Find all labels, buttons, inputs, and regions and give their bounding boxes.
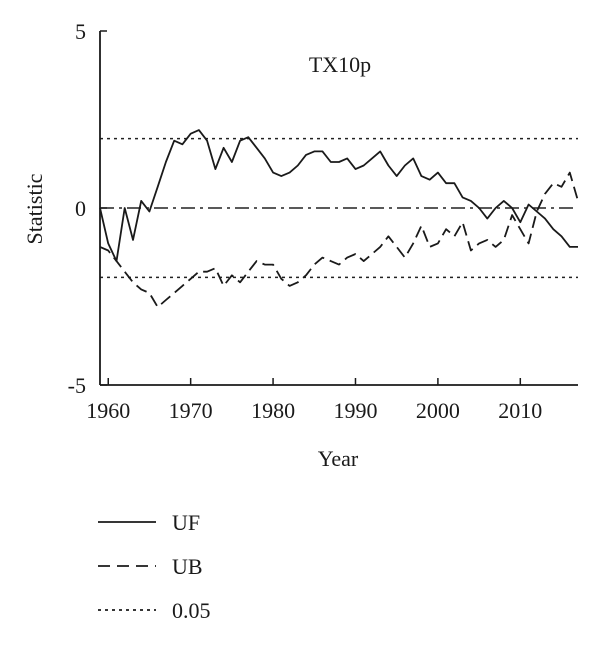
series-line-uf: [99, 129, 578, 263]
reference-lines: [100, 137, 578, 279]
legend-label: UB: [172, 554, 203, 579]
y-tick-label: 0: [75, 196, 86, 221]
legend-label: UF: [172, 510, 200, 535]
x-tick-label: 1980: [251, 398, 295, 423]
series-line-ub: [99, 171, 579, 309]
y-tick-label: 5: [75, 19, 86, 44]
x-axis-label: Year: [318, 446, 359, 471]
legend: UF UB 0.05: [98, 510, 211, 623]
y-axis-label: Statistic: [22, 173, 47, 244]
x-tick-label: 1990: [333, 398, 377, 423]
series-lines: [99, 129, 579, 309]
legend-label: 0.05: [172, 598, 211, 623]
x-tick-label: 2000: [416, 398, 460, 423]
x-tick-label: 2010: [498, 398, 542, 423]
x-tick-label: 1960: [86, 398, 130, 423]
x-tick-label: 1970: [169, 398, 213, 423]
chart-annotation: TX10p: [309, 52, 371, 77]
y-tick-label: -5: [68, 373, 86, 398]
